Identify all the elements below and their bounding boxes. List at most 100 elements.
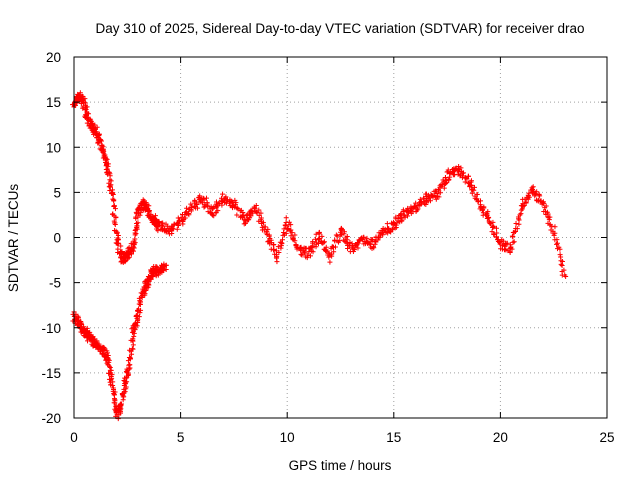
data-point bbox=[516, 216, 522, 222]
data-point bbox=[184, 211, 190, 217]
data-point bbox=[160, 220, 166, 226]
data-point bbox=[543, 203, 549, 209]
data-point bbox=[119, 392, 125, 398]
data-point bbox=[132, 240, 138, 246]
data-point bbox=[148, 276, 154, 282]
data-point bbox=[82, 96, 88, 102]
data-point bbox=[280, 237, 286, 243]
data-point bbox=[84, 104, 90, 110]
data-point bbox=[474, 191, 480, 197]
data-point bbox=[105, 352, 111, 358]
data-point bbox=[465, 173, 471, 179]
data-point bbox=[137, 310, 143, 316]
data-point bbox=[518, 211, 524, 217]
data-point bbox=[234, 205, 240, 211]
data-point bbox=[106, 169, 112, 175]
data-point bbox=[349, 241, 355, 247]
data-point bbox=[391, 219, 397, 225]
data-point bbox=[332, 238, 338, 244]
data-point bbox=[135, 220, 141, 226]
data-point bbox=[271, 246, 277, 252]
data-point bbox=[96, 133, 102, 139]
data-point bbox=[156, 219, 162, 225]
data-point bbox=[111, 213, 117, 219]
data-point bbox=[210, 212, 216, 218]
data-point bbox=[400, 207, 406, 213]
data-point bbox=[258, 210, 264, 216]
data-point bbox=[96, 132, 102, 138]
data-point bbox=[292, 232, 298, 238]
data-point bbox=[507, 249, 513, 255]
data-point bbox=[211, 213, 217, 219]
data-point bbox=[289, 230, 295, 236]
data-point bbox=[460, 173, 466, 179]
data-point bbox=[234, 212, 240, 218]
data-point bbox=[150, 274, 156, 280]
data-point bbox=[508, 244, 514, 250]
data-point bbox=[493, 225, 499, 231]
data-point bbox=[332, 244, 338, 250]
data-point bbox=[104, 350, 110, 356]
data-point bbox=[175, 222, 181, 228]
data-point bbox=[126, 362, 132, 368]
data-point bbox=[489, 229, 495, 235]
data-point bbox=[216, 200, 222, 206]
data-point bbox=[452, 172, 458, 178]
x-tick-label: 0 bbox=[70, 430, 78, 445]
data-point bbox=[511, 239, 517, 245]
data-point bbox=[338, 226, 344, 232]
data-point bbox=[307, 253, 313, 259]
data-point bbox=[312, 236, 318, 242]
data-point bbox=[329, 253, 335, 259]
data-point bbox=[344, 237, 350, 243]
y-tick-label: 10 bbox=[46, 140, 61, 155]
data-point bbox=[555, 246, 561, 252]
data-point bbox=[174, 226, 180, 232]
data-point bbox=[319, 233, 325, 239]
data-points bbox=[70, 90, 569, 422]
data-point bbox=[201, 196, 207, 202]
data-point bbox=[491, 231, 497, 237]
data-point bbox=[471, 187, 477, 193]
data-point bbox=[562, 272, 568, 278]
data-point bbox=[322, 247, 328, 253]
data-point bbox=[131, 326, 137, 332]
data-point bbox=[107, 188, 113, 194]
data-point bbox=[355, 240, 361, 246]
data-point bbox=[153, 216, 159, 222]
data-point bbox=[445, 167, 451, 173]
data-point bbox=[546, 217, 552, 223]
data-point bbox=[447, 174, 453, 180]
series-upper-branch bbox=[70, 90, 569, 280]
data-point bbox=[215, 208, 221, 214]
data-point bbox=[513, 221, 519, 227]
data-point bbox=[260, 220, 266, 226]
data-point bbox=[146, 209, 152, 215]
data-point bbox=[219, 202, 225, 208]
data-point bbox=[128, 251, 134, 257]
data-point bbox=[127, 362, 133, 368]
y-tick-label: 0 bbox=[53, 231, 61, 246]
data-point bbox=[554, 240, 560, 246]
data-point bbox=[265, 226, 271, 232]
data-point bbox=[279, 241, 285, 247]
data-point bbox=[434, 190, 440, 196]
data-point bbox=[111, 197, 117, 203]
data-point bbox=[288, 233, 294, 239]
data-point bbox=[118, 401, 124, 407]
data-point bbox=[354, 240, 360, 246]
data-point bbox=[502, 242, 508, 248]
data-point bbox=[511, 229, 517, 235]
data-point bbox=[461, 170, 467, 176]
data-point bbox=[528, 187, 534, 193]
data-point bbox=[276, 250, 282, 256]
data-point bbox=[401, 212, 407, 218]
data-point bbox=[499, 243, 505, 249]
data-point bbox=[122, 389, 128, 395]
data-point bbox=[421, 195, 427, 201]
data-point bbox=[427, 198, 433, 204]
data-point bbox=[389, 226, 395, 232]
data-point bbox=[137, 212, 143, 218]
data-point bbox=[109, 375, 115, 381]
